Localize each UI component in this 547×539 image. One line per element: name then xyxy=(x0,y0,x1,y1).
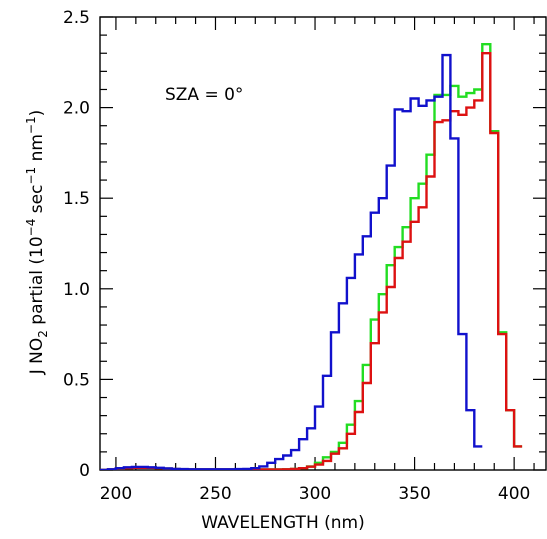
y-title-part: partial (10 xyxy=(27,236,47,330)
y-tick-label: 2.5 xyxy=(63,8,90,28)
y-tick-label: 0.5 xyxy=(63,370,90,390)
y-tick-label: 1.0 xyxy=(63,280,90,300)
y-axis-title: J NO2 partial (10−4 sec−1 nm−1) xyxy=(24,110,50,376)
y-tick-label: 1.5 xyxy=(63,189,90,209)
y-tick-label: 2.0 xyxy=(63,99,90,119)
x-tick-label: 400 xyxy=(498,484,530,504)
y-title-sup: −1 xyxy=(24,167,38,185)
tick-labels: 200 250 300 350 400 0 0.5 1.0 1.5 2.0 2.5 xyxy=(63,8,530,504)
y-title-sup: −4 xyxy=(24,219,38,237)
y-title-sub: 2 xyxy=(36,330,50,338)
x-tick-label: 350 xyxy=(398,484,430,504)
series-line-3 xyxy=(100,53,483,470)
y-title-sup: −1 xyxy=(24,116,38,134)
x-tick-label: 300 xyxy=(299,484,331,504)
x-tick-label: 250 xyxy=(199,484,231,504)
x-axis-title: WAVELENGTH (nm) xyxy=(201,513,364,533)
y-title-part: J NO xyxy=(27,338,47,376)
y-tick-label: 0 xyxy=(79,461,90,481)
x-tick-label: 200 xyxy=(100,484,132,504)
series-layer xyxy=(100,43,523,470)
y-title-part: nm xyxy=(27,134,47,167)
axis-ticks xyxy=(100,16,546,471)
y-title-part: sec xyxy=(27,185,47,219)
sza-annotation: SZA = 0° xyxy=(165,85,243,105)
y-title-part: ) xyxy=(27,110,47,117)
plot-frame xyxy=(99,16,547,471)
